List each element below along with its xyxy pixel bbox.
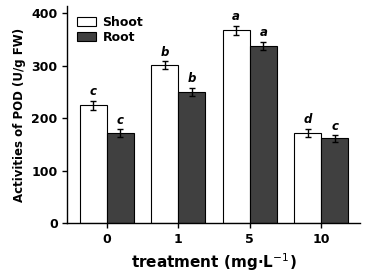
Text: c: c <box>117 114 124 127</box>
Text: c: c <box>331 120 338 133</box>
Text: a: a <box>259 26 267 39</box>
Bar <box>223 30 250 223</box>
Bar <box>321 138 348 223</box>
Text: c: c <box>90 85 97 98</box>
Bar <box>294 133 321 223</box>
Y-axis label: Activities of POD (U/g FW): Activities of POD (U/g FW) <box>13 27 26 201</box>
Text: d: d <box>303 113 312 126</box>
Text: a: a <box>232 10 240 23</box>
Text: b: b <box>160 45 169 59</box>
Legend: Shoot, Root: Shoot, Root <box>74 12 147 48</box>
Text: b: b <box>188 72 196 85</box>
Bar <box>250 46 277 223</box>
X-axis label: treatment (mg·L$^{-1}$): treatment (mg·L$^{-1}$) <box>131 252 297 273</box>
Bar <box>79 105 107 223</box>
Bar <box>178 92 205 223</box>
Bar <box>151 65 178 223</box>
Bar <box>107 133 134 223</box>
